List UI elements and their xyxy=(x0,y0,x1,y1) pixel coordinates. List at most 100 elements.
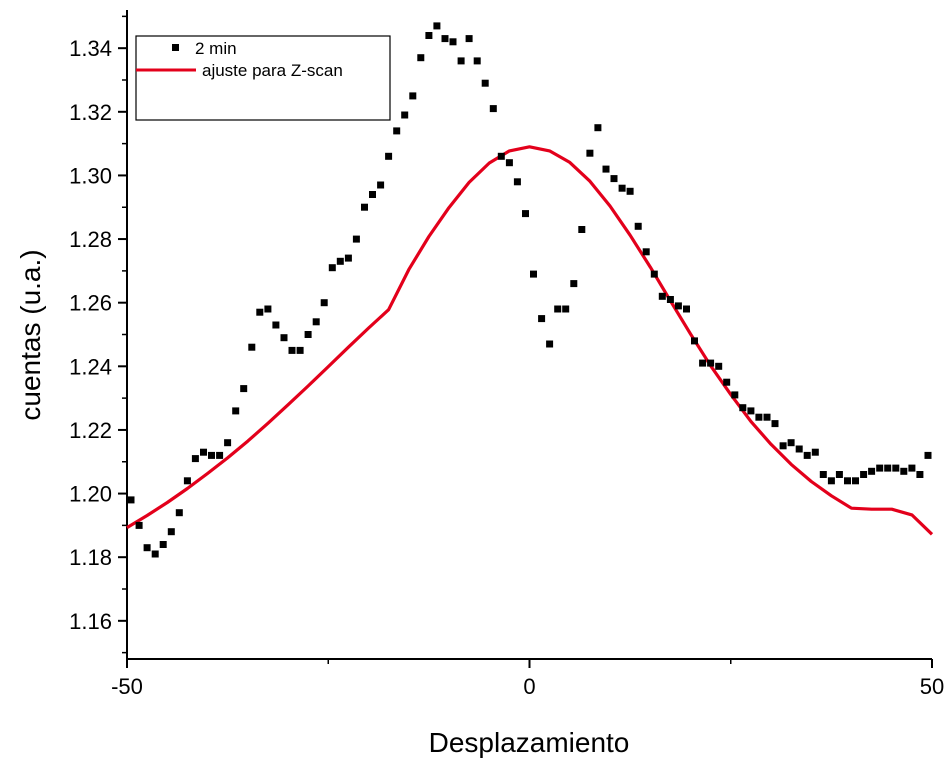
data-point xyxy=(884,464,892,472)
y-tick-label: 1.20 xyxy=(69,482,112,507)
data-point xyxy=(658,292,666,300)
data-point xyxy=(610,175,618,183)
data-point xyxy=(803,451,811,459)
data-point xyxy=(127,496,135,504)
data-point xyxy=(200,448,207,456)
data-point xyxy=(731,391,739,399)
x-tick-label: 0 xyxy=(523,674,535,699)
data-point xyxy=(256,308,264,316)
x-axis-title: Desplazamiento xyxy=(429,727,630,758)
data-point xyxy=(272,321,280,329)
data-point xyxy=(183,477,191,485)
data-point xyxy=(401,111,409,119)
data-point xyxy=(296,346,304,354)
data-point xyxy=(723,378,731,386)
data-point xyxy=(538,315,546,323)
data-point xyxy=(795,445,803,453)
data-point xyxy=(191,455,199,463)
data-point xyxy=(425,32,433,39)
data-point xyxy=(594,124,602,132)
data-point xyxy=(763,413,771,421)
data-point xyxy=(167,528,175,536)
data-point xyxy=(481,79,489,87)
data-point xyxy=(312,318,320,326)
data-point xyxy=(473,57,481,65)
data-point xyxy=(578,226,586,233)
data-point xyxy=(683,305,690,313)
data-point xyxy=(530,270,537,278)
data-point xyxy=(328,264,336,272)
data-point xyxy=(216,451,224,459)
data-point xyxy=(522,210,529,218)
y-axis-title: cuentas (u.a.) xyxy=(15,249,46,420)
data-point xyxy=(811,448,819,456)
data-point xyxy=(666,296,674,303)
y-tick-label: 1.16 xyxy=(69,609,112,634)
x-tick-label: -50 xyxy=(111,674,143,699)
legend-label-2min: 2 min xyxy=(195,39,237,58)
data-point xyxy=(513,178,521,186)
x-tick-label: 50 xyxy=(920,674,944,699)
data-point xyxy=(135,521,143,529)
data-point xyxy=(562,305,570,313)
legend-marker-2min xyxy=(172,44,179,51)
data-point xyxy=(924,451,932,459)
data-point xyxy=(465,35,473,43)
data-points-group xyxy=(127,22,932,558)
data-point xyxy=(361,203,368,211)
data-point xyxy=(159,541,167,548)
legend: 2 min ajuste para Z-scan xyxy=(135,35,391,121)
data-point xyxy=(377,181,385,189)
data-point xyxy=(699,359,707,367)
data-point xyxy=(892,464,900,472)
data-point xyxy=(868,467,876,475)
y-ticks: 1.16 1.18 1.20 1.22 1.24 1.26 1.28 1.30 1.32 1.34 xyxy=(69,15,127,654)
data-point xyxy=(779,442,787,450)
data-point xyxy=(586,149,594,157)
data-point xyxy=(602,165,610,173)
data-point xyxy=(320,299,328,307)
data-point xyxy=(280,334,288,342)
data-point xyxy=(175,509,183,517)
data-point xyxy=(143,544,151,552)
fit-line-group xyxy=(126,145,934,536)
data-point xyxy=(248,343,256,351)
data-point xyxy=(546,340,554,348)
data-point xyxy=(304,331,312,338)
data-point xyxy=(835,471,843,478)
data-point xyxy=(819,471,827,478)
data-point xyxy=(417,54,425,62)
data-point xyxy=(626,187,634,195)
data-point xyxy=(771,420,779,428)
y-tick-label: 1.26 xyxy=(69,291,112,316)
data-point xyxy=(352,235,360,243)
data-point xyxy=(264,305,272,313)
data-point xyxy=(385,152,393,160)
data-point xyxy=(634,222,642,230)
data-point xyxy=(916,471,924,478)
data-point xyxy=(755,413,763,421)
y-tick-label: 1.32 xyxy=(69,100,112,125)
data-point xyxy=(457,57,465,65)
data-point xyxy=(441,35,449,43)
data-point xyxy=(908,464,916,472)
data-point xyxy=(369,191,376,198)
y-tick-label: 1.24 xyxy=(69,354,112,379)
fit-line xyxy=(126,145,934,536)
y-tick-label: 1.34 xyxy=(69,36,112,61)
data-point xyxy=(707,359,715,367)
y-tick-label: 1.28 xyxy=(69,227,112,252)
data-point xyxy=(288,346,296,354)
data-point xyxy=(860,471,868,478)
data-point xyxy=(650,270,658,278)
data-point xyxy=(715,362,723,370)
data-point xyxy=(344,254,352,262)
data-point xyxy=(224,439,232,447)
data-point xyxy=(497,152,505,160)
data-point xyxy=(747,407,755,415)
data-point xyxy=(876,464,884,472)
data-point xyxy=(642,248,650,256)
data-point xyxy=(151,550,159,558)
data-point xyxy=(409,92,417,100)
